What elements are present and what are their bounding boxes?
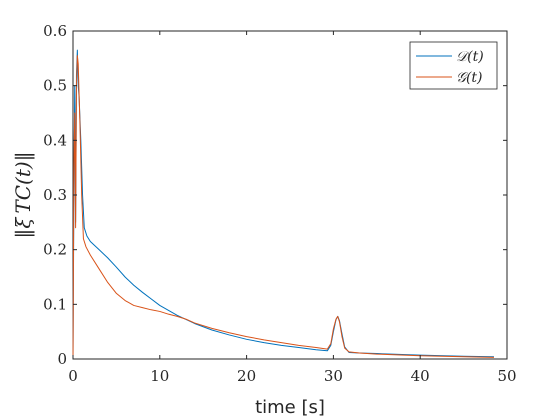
- tick-layer: 0 10 20 30 40 50 0 0.1 0.2 0.3 0.4 0.5 0.6: [43, 22, 516, 385]
- y-axis-title: ‖ξ TC(t)‖: [11, 151, 36, 238]
- y-tick-label: 0.2: [43, 241, 67, 259]
- y-tick-label: 0.5: [43, 77, 67, 95]
- x-tick-label: 50: [497, 367, 516, 385]
- x-tick-label: 30: [324, 367, 343, 385]
- legend-box: [409, 41, 498, 90]
- y-tick-label: 0: [57, 350, 67, 368]
- y-tick-label: 0.1: [43, 295, 67, 313]
- legend: 𝒟(t) 𝒢(t): [409, 41, 498, 90]
- x-tick-label: 20: [237, 367, 256, 385]
- x-tick-label: 0: [68, 367, 78, 385]
- legend-label-2: 𝒢(t): [456, 70, 483, 86]
- x-tick-label: 40: [411, 367, 430, 385]
- y-tick-label: 0.6: [43, 22, 67, 40]
- legend-label-1: 𝒟(t): [456, 49, 484, 65]
- y-tick-label: 0.3: [43, 186, 67, 204]
- series-line-2: [72, 55, 494, 360]
- y-tick-label: 0.4: [43, 131, 67, 149]
- x-axis-title: time [s]: [255, 397, 325, 418]
- series-layer: [72, 49, 494, 360]
- x-tick-label: 10: [150, 367, 169, 385]
